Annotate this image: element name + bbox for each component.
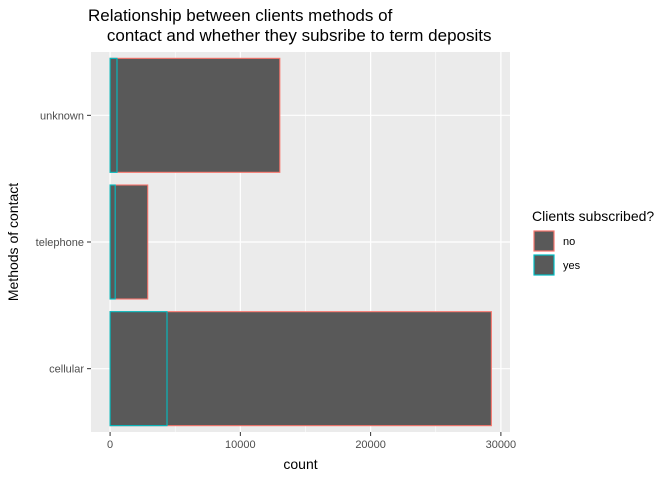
bar-yes-telephone xyxy=(109,184,116,300)
y-tick-label: unknown xyxy=(40,110,84,122)
x-tick-label: 10000 xyxy=(225,439,256,451)
bar-no-unknown xyxy=(109,57,281,173)
bar-yes-unknown xyxy=(109,57,118,173)
y-axis: cellular telephone unknown xyxy=(36,110,91,376)
legend: Clients subscribed? no yes xyxy=(532,208,654,276)
title-line: contact and whether they subsribe to ter… xyxy=(88,26,492,45)
bar-no-telephone xyxy=(109,184,149,300)
x-axis-title: count xyxy=(283,456,317,472)
chart-title: Relationship between clients methods of … xyxy=(88,6,492,45)
legend-key-yes xyxy=(533,254,555,276)
legend-title: Clients subscribed? xyxy=(532,208,654,224)
legend-label-no: no xyxy=(563,236,575,248)
x-tick-label: 0 xyxy=(107,439,113,451)
x-tick-label: 20000 xyxy=(355,439,386,451)
legend-label-yes: yes xyxy=(563,260,581,272)
y-tick-label: telephone xyxy=(36,237,84,249)
legend-key-no xyxy=(533,230,555,252)
x-axis: 0 10000 20000 30000 xyxy=(107,432,516,451)
title-line: Relationship between clients methods of xyxy=(88,6,393,25)
bars xyxy=(109,57,492,427)
bar-no-cellular xyxy=(109,311,492,427)
y-tick-label: cellular xyxy=(49,364,84,376)
bar-yes-cellular xyxy=(109,311,168,427)
x-tick-label: 30000 xyxy=(486,439,517,451)
y-axis-title: Methods of contact xyxy=(5,183,21,301)
